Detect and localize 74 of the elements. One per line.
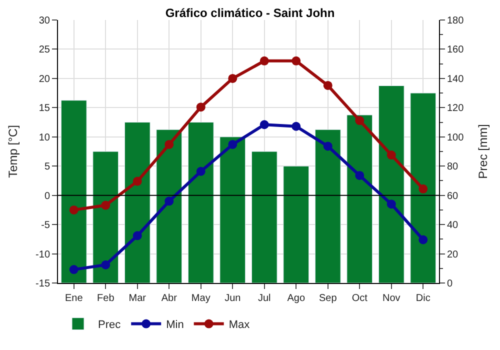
- x-tick-label: Abr: [161, 293, 178, 304]
- point: [418, 184, 428, 194]
- point: [69, 265, 78, 274]
- bar: [220, 136, 246, 283]
- x-tick-label: Feb: [97, 293, 115, 304]
- x-tick-label: Sep: [318, 293, 338, 304]
- y-tick-label: 15: [38, 103, 50, 114]
- y2-tick-label: 20: [447, 249, 459, 260]
- point: [323, 142, 332, 151]
- point: [386, 150, 396, 160]
- y-tick-label: 5: [44, 162, 50, 173]
- point: [164, 140, 174, 149]
- point: [132, 231, 142, 240]
- bar: [378, 86, 404, 283]
- y2-tick-label: 180: [447, 16, 464, 26]
- y-tick-label: -15: [36, 278, 50, 290]
- bar: [283, 166, 310, 283]
- point: [69, 205, 78, 214]
- bar: [410, 92, 436, 283]
- y-tick-label: 20: [38, 74, 50, 85]
- y2-tick-label: 40: [447, 220, 459, 232]
- point: [228, 140, 238, 149]
- point: [228, 74, 238, 83]
- x-tick-label: Ene: [64, 293, 84, 304]
- y2-axis-title: Prec [mm]: [476, 124, 490, 179]
- point: [418, 235, 428, 244]
- bar: [314, 129, 341, 283]
- bar: [156, 129, 182, 283]
- bar: [251, 151, 278, 283]
- bar: [124, 122, 150, 283]
- y2-tick-label: 160: [447, 44, 464, 56]
- chart-title: Gráfico climático - Saint John: [165, 6, 335, 20]
- y2-tick-label: 100: [447, 132, 464, 144]
- point: [386, 200, 396, 209]
- x-tick-label: May: [191, 293, 210, 304]
- y2-tick-label: 80: [447, 162, 459, 173]
- x-tick-label: Jun: [224, 293, 241, 304]
- y-tick-label: 30: [38, 16, 50, 26]
- point: [260, 120, 269, 130]
- bar: [60, 100, 87, 283]
- legend-label: Min: [166, 319, 184, 332]
- point: [355, 116, 364, 126]
- point: [101, 200, 110, 210]
- legend-label: Prec: [98, 319, 122, 332]
- x-tick-label: Ago: [287, 293, 306, 304]
- bar: [92, 151, 119, 283]
- point: [292, 122, 301, 131]
- point: [355, 170, 364, 180]
- x-tick-label: Oct: [352, 293, 368, 304]
- x-tick-label: Nov: [382, 293, 400, 304]
- bar: [346, 114, 373, 283]
- point: [323, 80, 332, 90]
- point: [101, 260, 110, 270]
- y2-tick-label: 60: [447, 190, 459, 202]
- y-tick-label: -5: [41, 220, 50, 232]
- y-tick-label: 25: [38, 44, 50, 56]
- legend-label: Max: [228, 319, 250, 332]
- y-tick-label: 0: [44, 190, 50, 202]
- x-tick-label: Dic: [416, 293, 430, 304]
- y-axis-title: Temp [°C]: [6, 125, 20, 178]
- y2-tick-label: 0: [447, 278, 453, 290]
- point: [260, 56, 269, 66]
- point: [196, 166, 206, 176]
- point: [132, 176, 142, 186]
- point: [164, 196, 174, 206]
- x-tick-label: Mar: [128, 293, 147, 304]
- y-tick-label: -10: [36, 249, 50, 260]
- y-tick-label: 10: [38, 132, 50, 144]
- bar: [188, 122, 214, 283]
- point: [196, 102, 206, 112]
- y2-tick-label: 120: [447, 103, 464, 114]
- y2-tick-label: 140: [447, 74, 464, 85]
- point: [292, 56, 301, 66]
- x-tick-label: Jul: [258, 293, 271, 304]
